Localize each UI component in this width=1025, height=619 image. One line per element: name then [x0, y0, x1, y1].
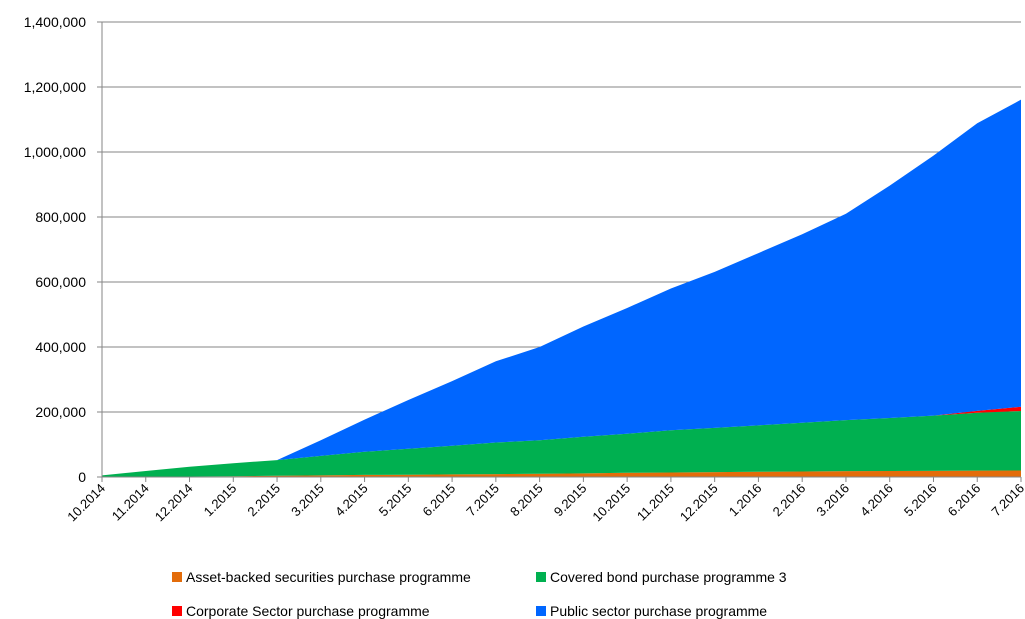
x-tick-label: 9.2015 — [551, 481, 590, 520]
x-tick-label: 11.2014 — [109, 481, 152, 524]
area-series-1 — [102, 411, 1021, 477]
y-tick-label: 800,000 — [35, 209, 86, 225]
y-tick-label: 1,000,000 — [24, 144, 86, 160]
x-tick-label: 1.2015 — [201, 481, 240, 520]
x-axis-ticks: 10.2014 11.2014 12.2014 1.2015 2.2015 3.2015 4… — [64, 477, 1025, 524]
x-tick-label: 10.2015 — [589, 481, 633, 525]
x-tick-label: 10.2014 — [64, 481, 108, 525]
y-tick-label: 200,000 — [35, 404, 86, 420]
legend-swatch-corporate — [172, 606, 182, 616]
x-tick-label: 8.2015 — [507, 481, 546, 520]
x-tick-label: 3.2016 — [813, 481, 852, 520]
stacked-area-chart: 0 200,000 400,000 600,000 800,000 1,000,000 1,… — [24, 14, 1025, 524]
x-tick-label: 5.2016 — [901, 481, 940, 520]
x-tick-label: 3.2015 — [288, 481, 327, 520]
legend-label-corporate: Corporate Sector purchase programme — [186, 603, 430, 619]
area-series-0 — [102, 470, 1021, 477]
x-tick-label: 6.2015 — [419, 481, 458, 520]
x-tick-label: 11.2015 — [634, 481, 677, 524]
legend-label-public-sector: Public sector purchase programme — [550, 603, 768, 619]
x-tick-label: 1.2016 — [726, 481, 765, 520]
legend-swatch-public-sector — [536, 606, 546, 616]
legend-item-covered-bond: Covered bond purchase programme 3 — [536, 569, 787, 585]
x-tick-label: 7.2015 — [463, 481, 502, 520]
area-series-3 — [102, 99, 1021, 476]
legend-swatch-covered-bond — [536, 572, 546, 582]
legend-label-asset-backed: Asset-backed securities purchase program… — [186, 569, 471, 585]
area-series — [102, 99, 1021, 477]
x-tick-label: 12.2015 — [677, 481, 721, 525]
legend-label-covered-bond: Covered bond purchase programme 3 — [550, 569, 787, 585]
x-tick-label: 2.2015 — [244, 481, 283, 520]
x-tick-label: 5.2015 — [376, 481, 415, 520]
x-tick-label: 12.2014 — [152, 481, 196, 525]
y-tick-label: 1,400,000 — [24, 14, 86, 30]
gridlines — [102, 21, 1021, 413]
y-tick-label: 0 — [78, 469, 86, 485]
y-tick-label: 1,200,000 — [24, 79, 86, 95]
x-tick-label: 4.2016 — [857, 481, 896, 520]
legend-item-corporate: Corporate Sector purchase programme — [172, 603, 430, 619]
legend-swatch-asset-backed — [172, 572, 182, 582]
x-tick-label: 6.2016 — [945, 481, 984, 520]
legend-item-public-sector: Public sector purchase programme — [536, 603, 767, 619]
legend-item-asset-backed: Asset-backed securities purchase program… — [172, 569, 471, 585]
x-tick-label: 2.2016 — [770, 481, 809, 520]
axes — [101, 22, 1021, 478]
y-tick-label: 600,000 — [35, 274, 86, 290]
y-tick-label: 400,000 — [35, 339, 86, 355]
y-axis-ticks: 0 200,000 400,000 600,000 800,000 1,000,000 1,… — [24, 14, 102, 485]
x-tick-label: 4.2015 — [332, 481, 371, 520]
x-tick-label: 7.2016 — [988, 481, 1025, 520]
